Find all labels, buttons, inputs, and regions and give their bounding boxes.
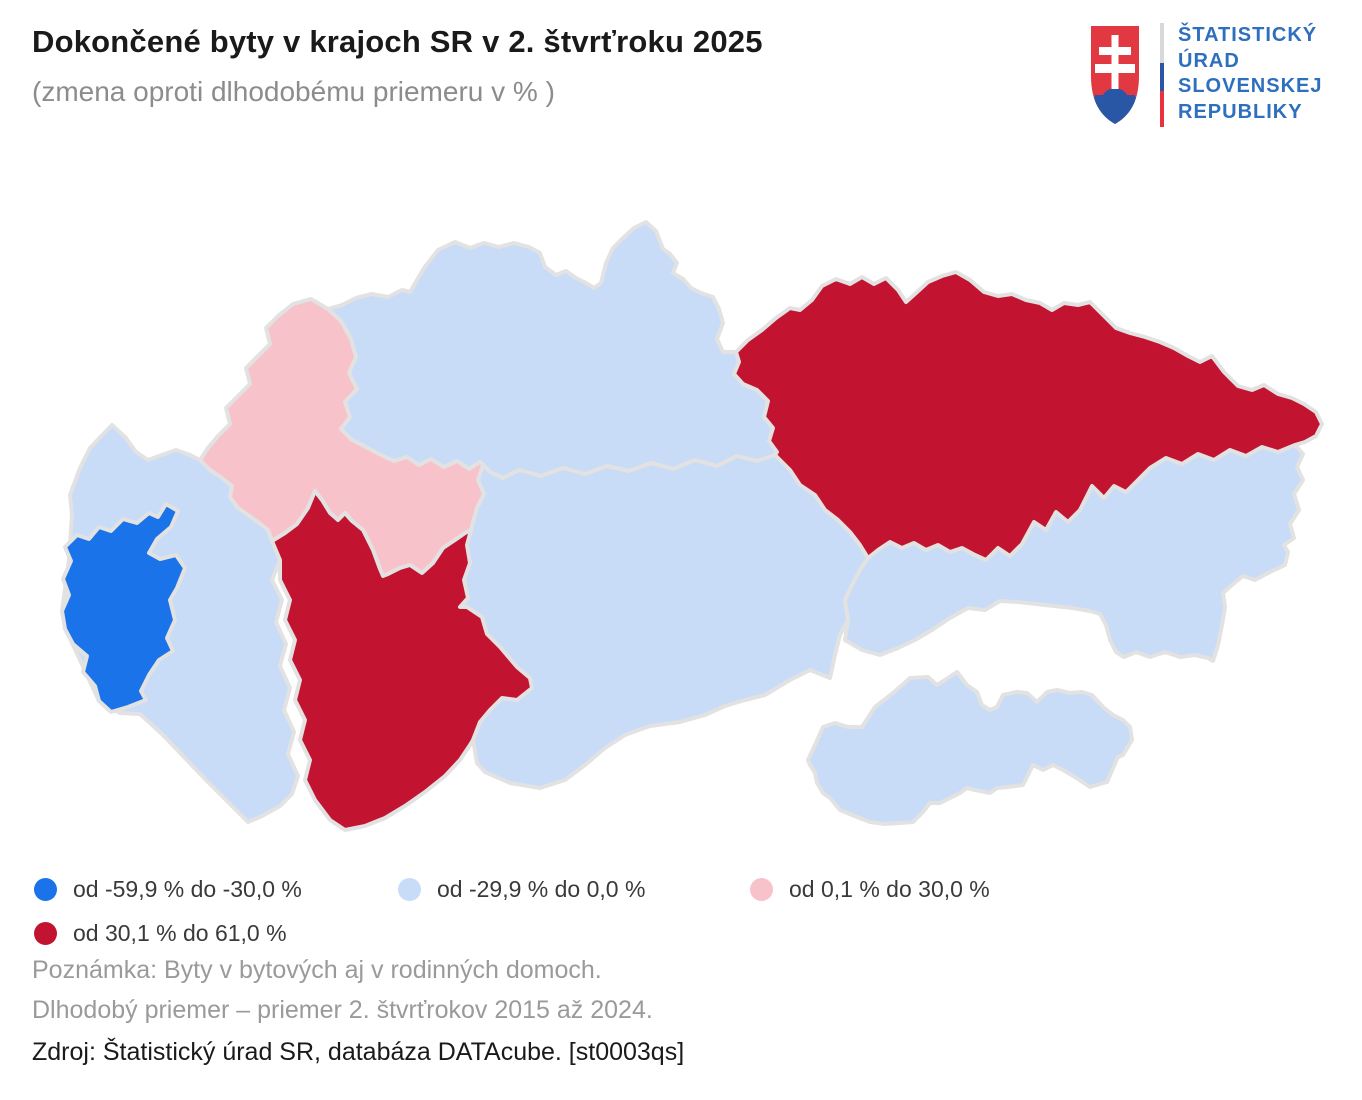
- legend-item-1: od -29,9 % do 0,0 %: [398, 876, 645, 902]
- note-line-1: Poznámka: Byty v bytových aj v rodinných…: [32, 956, 602, 984]
- map-region-kosice-south[interactable]: [806, 670, 1134, 826]
- legend-label: od -29,9 % do 0,0 %: [437, 875, 646, 902]
- page-title: Dokončené byty v krajoch SR v 2. štvrťro…: [32, 24, 763, 59]
- legend-item-0: od -59,9 % do -30,0 %: [34, 876, 302, 902]
- legend-label: od 0,1 % do 30,0 %: [789, 875, 990, 902]
- note-line-2: Dlhodobý priemer – priemer 2. štvrťrokov…: [32, 996, 653, 1024]
- source-line: Zdroj: Štatistický úrad SR, databáza DAT…: [32, 1038, 685, 1066]
- logo-line: REPUBLIKY: [1178, 100, 1303, 123]
- map-region-banska-bystrica[interactable]: [458, 453, 870, 790]
- map-region-bratislava[interactable]: [60, 502, 187, 714]
- flag-stripe-divider: [1160, 23, 1164, 127]
- map-region-nitra[interactable]: [270, 489, 534, 832]
- logo-line: SLOVENSKEJ: [1178, 75, 1323, 97]
- slovak-coat-of-arms-icon: [1091, 26, 1139, 124]
- legend-item-2: od 0,1 % do 30,0 %: [750, 876, 990, 902]
- statistical-office-logo: ŠTATISTICKÝ ÚRAD SLOVENSKEJ REPUBLIKY: [1086, 20, 1346, 130]
- page-subtitle: (zmena oproti dlhodobému priemeru v % ): [32, 76, 555, 107]
- legend-dot-lightblue: [398, 877, 421, 901]
- map-region-zilina[interactable]: [326, 220, 779, 480]
- legend-label: od 30,1 % do 61,0 %: [73, 919, 287, 946]
- logo-line: ÚRAD: [1178, 49, 1240, 72]
- legend-dot-red: [34, 921, 57, 945]
- map-region-presov[interactable]: [732, 270, 1324, 562]
- legend-dot-pink: [750, 877, 773, 901]
- logo-line: ŠTATISTICKÝ: [1178, 24, 1318, 46]
- legend-label: od -59,9 % do -30,0 %: [73, 875, 302, 902]
- statistical-office-name: ŠTATISTICKÝ ÚRAD SLOVENSKEJ REPUBLIKY: [1178, 23, 1322, 125]
- legend-dot-blue: [34, 877, 57, 901]
- legend-item-3: od 30,1 % do 61,0 %: [34, 920, 287, 946]
